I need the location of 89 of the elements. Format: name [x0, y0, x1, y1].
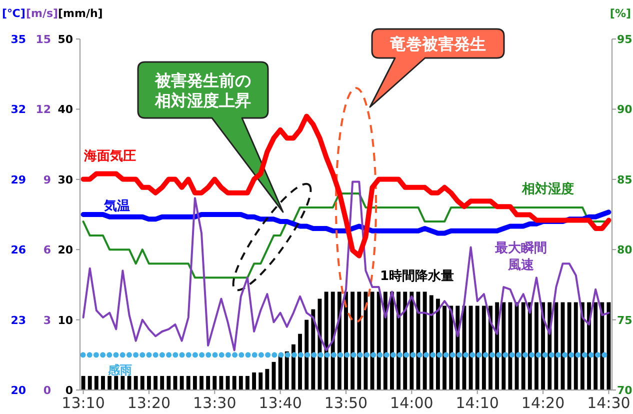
x-tick-label: 14:10	[456, 394, 499, 412]
bar	[482, 306, 486, 390]
y2-tick-label: 80	[617, 244, 633, 257]
bar	[114, 376, 118, 390]
y2-tick-label: 75	[617, 314, 632, 327]
y-tick-label: 0	[65, 384, 74, 397]
y-tick-label: 30	[58, 173, 74, 186]
bar	[554, 302, 558, 390]
x-tick-label: 13:30	[193, 394, 236, 412]
series-label: 海面気圧	[83, 149, 136, 164]
bar	[219, 376, 224, 390]
y-tick-label: 20	[58, 244, 74, 257]
bar	[330, 292, 335, 390]
axis-y3: 20 23 26 29 32 35 [℃]	[2, 7, 26, 397]
bar	[396, 292, 401, 390]
bar	[594, 302, 598, 390]
bar	[324, 292, 328, 390]
bar	[101, 376, 105, 390]
y-tick-label: 10	[58, 314, 74, 327]
bar	[154, 376, 158, 390]
x-tick-label: 13:20	[127, 394, 171, 412]
bar	[410, 292, 414, 390]
x-tick-label: 14:20	[521, 394, 565, 412]
annotation: 竜巻被害発生	[389, 34, 486, 54]
bar	[403, 292, 408, 390]
bar	[146, 376, 151, 390]
bar	[120, 376, 125, 390]
bar	[206, 376, 210, 390]
bar	[436, 298, 440, 390]
x-tick-label: 13:10	[62, 394, 105, 412]
y2-tick-label: 85	[617, 173, 632, 186]
series-label: 気温	[103, 199, 130, 214]
y2-tick-label: 95	[617, 33, 632, 46]
bar	[298, 334, 302, 390]
ref-line-label: 感雨	[107, 362, 132, 377]
bar	[94, 376, 98, 390]
bar	[246, 376, 250, 390]
bar	[442, 306, 446, 390]
bar	[134, 376, 138, 390]
axis-y: 0 3 6 9 12 15 [m/s]	[26, 7, 58, 397]
bar	[600, 302, 604, 390]
bar	[502, 302, 506, 390]
bar	[258, 372, 263, 390]
x-tick-label: 13:40	[258, 394, 302, 412]
bar	[350, 292, 355, 390]
bar	[265, 368, 270, 390]
y2-tick-label: 90	[617, 103, 633, 116]
bar	[232, 376, 236, 390]
y-tick-label: 50	[58, 33, 74, 46]
bar	[160, 376, 164, 390]
bar	[534, 302, 538, 390]
bar	[238, 376, 243, 390]
bar	[376, 292, 381, 390]
annotation: 被害発生前の相対湿度上昇	[154, 71, 251, 110]
series-label: 1時間降水量	[380, 269, 454, 284]
bar	[422, 292, 427, 390]
y-tick-label: 40	[58, 103, 74, 116]
bar	[81, 376, 86, 390]
bar	[304, 320, 309, 390]
axis-y2: 70 75 80 85 90 95 [%]	[610, 7, 632, 397]
y2-tick-label: 70	[617, 384, 633, 397]
bar	[429, 295, 434, 390]
x-tick-label: 14:30	[587, 394, 630, 412]
bar	[567, 302, 572, 390]
bar	[521, 302, 526, 390]
bar	[252, 372, 256, 390]
bar	[192, 376, 197, 390]
y-axis-title: [mm/h]	[58, 7, 103, 20]
bar	[180, 376, 184, 390]
bar	[108, 376, 112, 390]
bar	[88, 376, 92, 390]
x-tick-label: 14:00	[390, 394, 434, 412]
bar	[200, 376, 204, 390]
bar	[212, 376, 217, 390]
bar	[278, 354, 282, 390]
bar	[140, 376, 144, 390]
bar	[606, 302, 611, 390]
bar	[357, 292, 362, 390]
bar	[574, 302, 578, 390]
bar	[364, 292, 368, 390]
bar	[186, 376, 190, 390]
y2-axis-title: [%]	[610, 7, 631, 20]
bar	[468, 306, 473, 390]
x-tick-label: 13:50	[324, 394, 368, 412]
bar	[166, 376, 171, 390]
series-label: 相対湿度	[521, 181, 574, 197]
series-label: 最大瞬間風速	[494, 240, 547, 273]
bar	[475, 306, 480, 390]
bar	[508, 302, 512, 390]
